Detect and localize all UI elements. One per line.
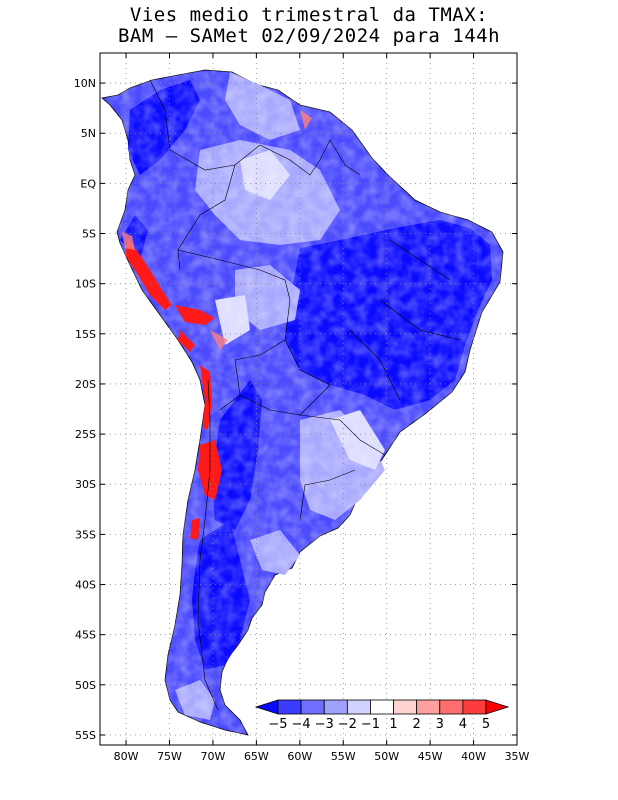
lon-tick-label: 40W bbox=[461, 750, 486, 763]
lat-tick-label: 10N bbox=[74, 77, 96, 90]
lon-tick-label: 65W bbox=[244, 750, 269, 763]
lon-tick-label: 80W bbox=[114, 750, 139, 763]
colorbar-label: 1 bbox=[389, 717, 397, 732]
map-title: Vies medio trimestral da TMAX: bbox=[129, 4, 489, 26]
lon-tick-label: 75W bbox=[157, 750, 182, 763]
country-borders bbox=[149, 79, 461, 711]
colorbar-label: −4 bbox=[292, 717, 311, 732]
colorbar-label: 2 bbox=[413, 717, 421, 732]
colorbar-box-4 bbox=[346, 699, 371, 715]
colorbar-label: −1 bbox=[361, 717, 380, 732]
colorbar-label: 3 bbox=[436, 717, 444, 732]
lat-tick-label: 10S bbox=[75, 278, 96, 291]
lat-tick-label: 5N bbox=[81, 127, 96, 140]
colorbar-box-7 bbox=[416, 699, 441, 715]
colorbar: −5 −4 −3 −2 −1 1 2 3 4 5 bbox=[254, 699, 510, 732]
lat-tick-label: EQ bbox=[80, 177, 96, 190]
lat-tick-label: 30S bbox=[75, 478, 96, 491]
lon-tick-label: 35W bbox=[505, 750, 530, 763]
colorbar-box-6 bbox=[393, 699, 418, 715]
colorbar-label: −5 bbox=[268, 717, 287, 732]
axis-ticks: 80W 75W 70W 65W 60W 55W 50W 45W 40W 35W 10N 5N EQ 5S 1… bbox=[74, 53, 530, 763]
lat-tick-label: 5S bbox=[82, 228, 96, 241]
colorbar-box-9 bbox=[462, 699, 487, 715]
colorbar-box-2 bbox=[300, 699, 325, 715]
colorbar-box-5 bbox=[370, 699, 394, 715]
lat-tick-label: 35S bbox=[75, 528, 96, 541]
lat-tick-label: 55S bbox=[75, 729, 96, 742]
lat-tick-label: 50S bbox=[75, 679, 96, 692]
lat-tick-label: 15S bbox=[75, 328, 96, 341]
weak-positive-bias bbox=[122, 110, 312, 350]
lat-tick-label: 45S bbox=[75, 629, 96, 642]
colorbar-label: −3 bbox=[315, 717, 334, 732]
map-subtitle: BAM – SAMet 02/09/2024 para 144h bbox=[117, 25, 501, 47]
colorbar-box-3 bbox=[323, 699, 348, 715]
lat-tick-label: 40S bbox=[75, 579, 96, 592]
colorbar-label: 4 bbox=[459, 717, 467, 732]
lon-tick-label: 50W bbox=[374, 750, 399, 763]
colorbar-label: −2 bbox=[338, 717, 357, 732]
lon-tick-label: 70W bbox=[201, 750, 226, 763]
lon-tick-label: 60W bbox=[287, 750, 312, 763]
lon-tick-label: 45W bbox=[418, 750, 443, 763]
texture-overlay bbox=[102, 70, 503, 735]
lat-tick-label: 20S bbox=[75, 378, 96, 391]
map-frame bbox=[99, 52, 518, 746]
lon-tick-label: 55W bbox=[331, 750, 356, 763]
colorbar-box-8 bbox=[439, 699, 464, 715]
colorbar-box-1 bbox=[277, 699, 302, 715]
colorbar-arrow-low bbox=[254, 699, 279, 715]
lat-tick-label: 25S bbox=[75, 428, 96, 441]
colorbar-label: 5 bbox=[482, 717, 490, 732]
colorbar-arrow-high bbox=[485, 699, 510, 715]
